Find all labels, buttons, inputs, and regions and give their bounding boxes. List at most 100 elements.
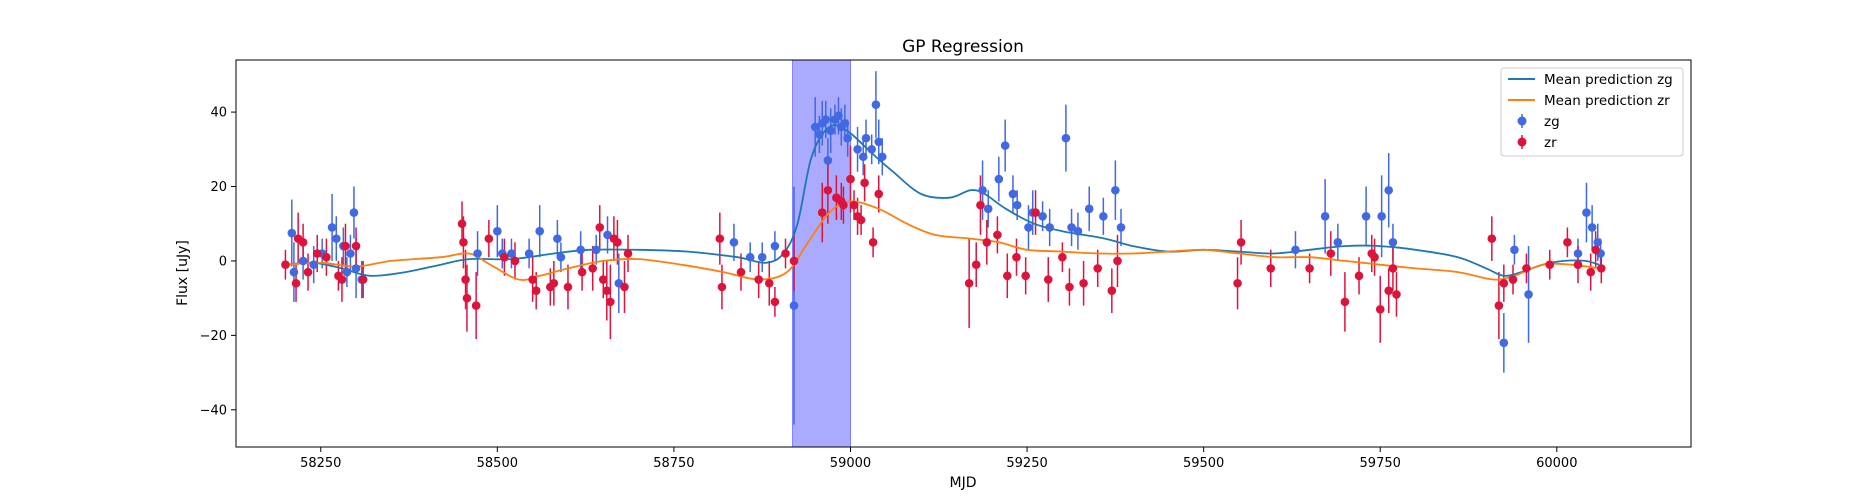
zr-point bbox=[1093, 264, 1102, 273]
zr-point bbox=[839, 200, 848, 210]
zr-point bbox=[595, 223, 605, 232]
zr-point bbox=[823, 185, 833, 195]
zg-point bbox=[1333, 238, 1343, 247]
zg-point bbox=[553, 234, 562, 243]
zg-point bbox=[1587, 223, 1597, 232]
zr-point bbox=[500, 252, 509, 262]
zg-point bbox=[826, 126, 836, 136]
zr-point bbox=[1233, 278, 1242, 288]
zr-point bbox=[1522, 264, 1531, 273]
zr-point bbox=[588, 264, 597, 273]
zr-point bbox=[860, 178, 869, 188]
zr-point bbox=[531, 286, 541, 296]
legend: Mean prediction zg Mean prediction zr zg… bbox=[1500, 67, 1684, 157]
x-axis-label: MJD bbox=[950, 475, 977, 491]
zg-point bbox=[770, 241, 780, 251]
zr-point bbox=[457, 219, 467, 229]
zr-point bbox=[964, 278, 974, 288]
legend-mean-zg-label: Mean prediction zg bbox=[1544, 72, 1673, 88]
zg-point bbox=[815, 130, 824, 139]
zg-point bbox=[1012, 200, 1022, 210]
zr-point bbox=[874, 189, 884, 199]
zr-point bbox=[1591, 245, 1600, 255]
zr-point bbox=[1107, 286, 1117, 296]
zg-point bbox=[1045, 223, 1054, 232]
zr-point bbox=[602, 286, 612, 296]
zg-point bbox=[327, 223, 337, 232]
zg-point bbox=[858, 152, 868, 162]
x-tick-label: 58250 bbox=[300, 456, 341, 471]
zr-point bbox=[1586, 267, 1596, 277]
zg-point bbox=[1361, 211, 1371, 221]
zr-point bbox=[1563, 238, 1572, 247]
zg-point bbox=[810, 122, 820, 132]
x-tick-label: 59500 bbox=[1183, 456, 1224, 471]
zr-point bbox=[484, 234, 494, 243]
zg-point bbox=[1593, 238, 1603, 247]
zr-point bbox=[1326, 249, 1336, 258]
zg-point bbox=[867, 145, 876, 154]
y-tick-label: −20 bbox=[200, 329, 227, 344]
zg-point bbox=[1377, 211, 1386, 221]
x-tick-label: 60000 bbox=[1536, 456, 1577, 471]
zr-point bbox=[770, 297, 780, 307]
zr-point bbox=[1031, 208, 1040, 217]
zg-point bbox=[983, 204, 993, 214]
zg-point bbox=[298, 256, 308, 266]
zr-point bbox=[849, 200, 859, 210]
zr-point bbox=[623, 249, 633, 258]
zr-point bbox=[528, 275, 537, 284]
zg-point bbox=[535, 226, 545, 236]
zg-point bbox=[978, 185, 987, 195]
zg-point bbox=[524, 249, 534, 258]
zr-point bbox=[1508, 275, 1518, 284]
zr-point bbox=[1266, 264, 1276, 273]
zg-point bbox=[1582, 208, 1591, 217]
zr-point bbox=[1021, 271, 1030, 281]
zr-point bbox=[993, 230, 1002, 240]
zr-point bbox=[781, 249, 790, 258]
zr-point bbox=[549, 278, 559, 288]
zg-point bbox=[877, 152, 887, 162]
zg-point bbox=[287, 228, 297, 238]
zg-point bbox=[757, 252, 767, 262]
zg-point bbox=[349, 208, 359, 217]
mean-prediction-line bbox=[285, 200, 1600, 281]
zg-point bbox=[874, 137, 884, 147]
mean-prediction-lines bbox=[285, 124, 1600, 281]
zg-point bbox=[1061, 133, 1071, 143]
zr-point bbox=[789, 256, 799, 266]
y-axis-label: Flux [uJy] bbox=[175, 240, 191, 306]
legend-zg-marker bbox=[1517, 116, 1527, 126]
zr-point bbox=[351, 241, 361, 251]
chart-title: GP Regression bbox=[902, 37, 1024, 57]
zr-point bbox=[1079, 278, 1088, 288]
x-tick-label: 58500 bbox=[477, 456, 518, 471]
zg-point bbox=[823, 156, 833, 165]
zr-point bbox=[1392, 290, 1401, 299]
zg-point bbox=[729, 238, 739, 247]
zg-point bbox=[346, 249, 355, 258]
zr-point bbox=[1596, 264, 1606, 273]
zr-point bbox=[1043, 275, 1053, 284]
zr-point bbox=[303, 267, 313, 277]
zr-point bbox=[754, 275, 763, 284]
zg-point bbox=[1111, 185, 1120, 195]
zg-point bbox=[871, 100, 881, 109]
zg-point bbox=[1573, 249, 1583, 258]
zg-point bbox=[994, 174, 1004, 184]
zr-point bbox=[613, 238, 622, 247]
y-tick-label: 0 bbox=[219, 254, 227, 269]
zg-point bbox=[1291, 245, 1300, 255]
zg-point bbox=[1008, 189, 1018, 199]
x-tick-label: 59000 bbox=[830, 456, 871, 471]
zr-point bbox=[1340, 297, 1350, 307]
zg-point bbox=[473, 249, 482, 258]
zr-point bbox=[1375, 305, 1385, 314]
x-tick-label: 59750 bbox=[1360, 456, 1401, 471]
zr-point bbox=[817, 208, 827, 217]
zr-point bbox=[471, 301, 481, 310]
zr-point bbox=[1002, 271, 1012, 281]
zg-point bbox=[1067, 223, 1076, 232]
